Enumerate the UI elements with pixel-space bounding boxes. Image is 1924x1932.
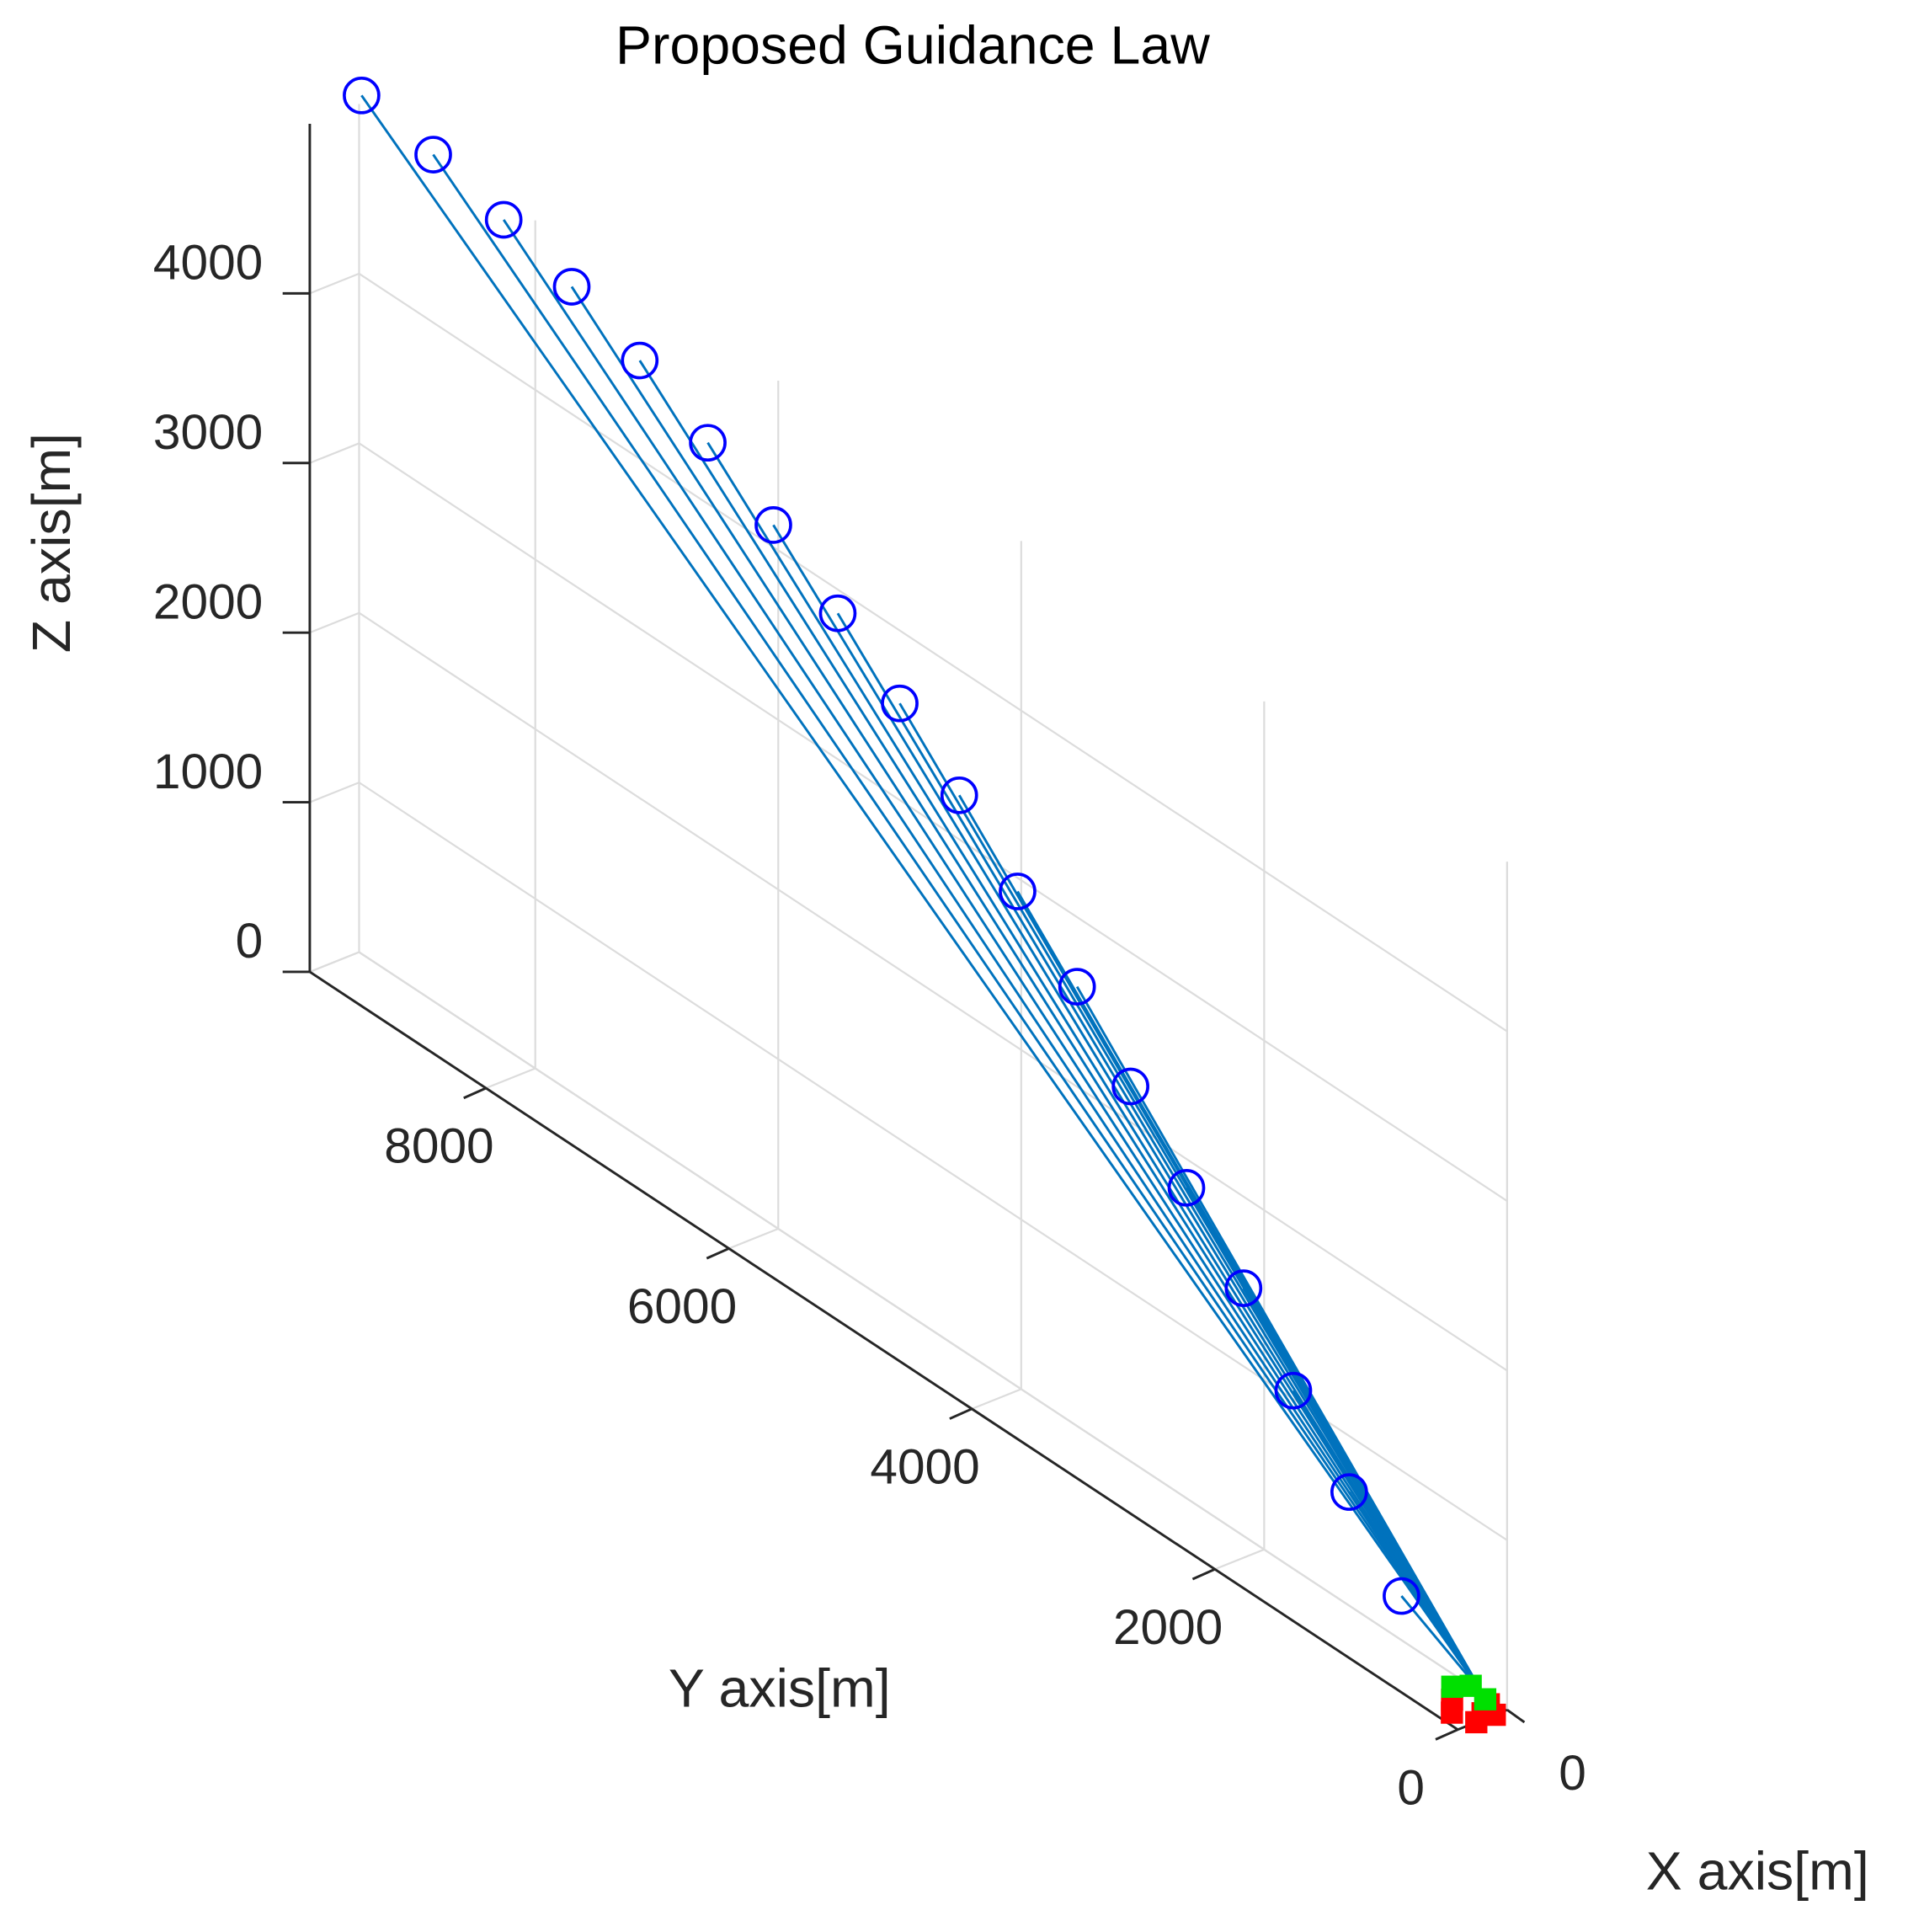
grid-line [309,951,360,973]
grid-line [309,272,360,295]
trajectory [1348,1491,1484,1695]
z-tick-label: 2000 [153,574,263,629]
start-marker [754,506,792,544]
grid-line [358,611,1508,1372]
grid-line [358,442,1508,1202]
start-marker [1167,1168,1206,1207]
x-axis-label: X axis[m] [1646,1841,1869,1902]
grid-line [971,1388,1022,1410]
z-tick-label: 3000 [153,405,263,460]
start-marker [414,136,452,173]
target-marker [1474,1688,1497,1711]
trajectory [502,219,1484,1695]
y-tick [463,1086,487,1100]
trajectory [772,524,1484,1695]
target-marker [1465,1711,1488,1734]
y-tick-label: 8000 [384,1119,493,1174]
y-tick [706,1247,730,1260]
grid-line [1214,1548,1265,1571]
y-tick [949,1407,973,1420]
start-marker [940,776,978,814]
start-marker [484,200,523,239]
y-tick-label: 2000 [1113,1600,1223,1655]
y-axis [309,970,1459,1731]
z-axis-label: Z axis[m] [21,433,82,653]
trajectory [432,153,1484,1695]
start-marker [1058,968,1096,1006]
start-marker [1330,1473,1368,1511]
start-marker [1111,1067,1149,1106]
start-marker [1383,1577,1420,1615]
grid-line [358,951,1508,1711]
y-tick-label: 0 [1397,1760,1425,1815]
y-tick [1435,1728,1458,1741]
grid-line [358,272,1508,1033]
y-tick-label: 6000 [627,1279,737,1334]
grid-line [309,442,360,464]
start-marker [818,594,857,632]
z-tick-label: 0 [236,914,264,969]
x-tick [1506,1709,1526,1724]
trajectory [360,94,1484,1695]
trajectory [1292,1390,1484,1695]
z-tick-label: 1000 [153,745,263,799]
trajectory [1242,1287,1484,1695]
start-marker [689,424,727,462]
start-marker [552,268,591,306]
start-marker [621,341,659,380]
start-marker [881,684,919,723]
grid-line [485,1067,536,1090]
trajectory [570,286,1484,1695]
target-marker [1441,1675,1463,1698]
x-tick-label: 0 [1559,1746,1586,1801]
trajectory [638,360,1484,1695]
start-marker [1274,1371,1313,1410]
grid-line [728,1227,779,1250]
z-tick-label: 4000 [153,236,263,291]
grid-line [309,782,360,803]
start-marker [999,873,1037,910]
start-marker [1224,1269,1263,1307]
y-tick-label: 4000 [870,1440,979,1495]
y-tick [1191,1567,1216,1581]
chart-title: Proposed Guidance Law [616,15,1210,76]
y-axis-label: Y axis[m] [669,1658,891,1719]
grid-line [309,611,360,634]
start-marker [343,76,381,115]
grid-line [358,782,1508,1541]
